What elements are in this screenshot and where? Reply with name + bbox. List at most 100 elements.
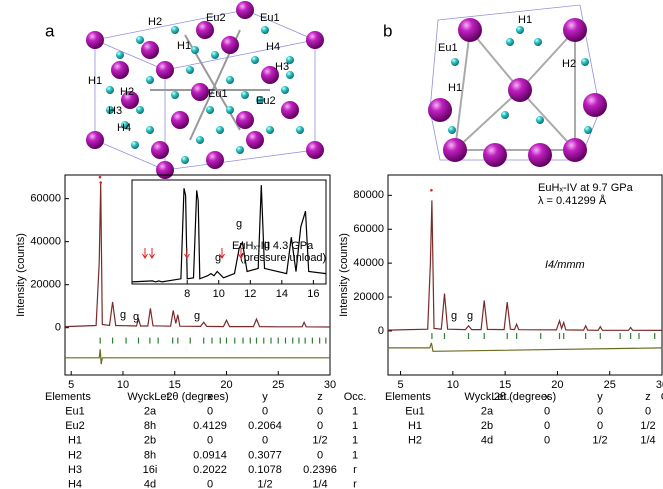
table-cell: H2 (68, 449, 82, 461)
table-cell: 1/4 (312, 479, 327, 489)
data-point (99, 181, 103, 184)
data-point (98, 175, 102, 179)
hydrogen-atom (211, 51, 219, 59)
plot-frame (64, 174, 331, 376)
table-cell: 0 (262, 406, 268, 418)
x-tick-label: 12 (244, 288, 256, 300)
table-cell: 1 (352, 420, 358, 432)
hydrogen-atom (191, 46, 199, 54)
hydrogen-atom (146, 126, 154, 134)
table-header: WyckLet. (464, 391, 509, 403)
arrow-head (149, 253, 155, 259)
hydrogen-atom (451, 58, 459, 66)
table-cell: 0.4129 (193, 420, 227, 432)
x-tick-label: 10 (447, 379, 459, 391)
data-line (64, 183, 331, 328)
table-header: z (317, 391, 323, 403)
europium-atom (508, 78, 532, 102)
x-tick-label: 5 (68, 379, 74, 391)
table-cell: 2a (481, 406, 494, 418)
annotation: g (120, 309, 126, 321)
y-tick-label: 80000 (353, 189, 384, 201)
hydrogen-atom (501, 111, 509, 119)
annotation: g (215, 252, 221, 264)
hydrogen-atom (261, 26, 269, 34)
panel-label: a (45, 21, 55, 40)
x-tick-label: 5 (397, 379, 403, 391)
y-axis-label: Intensity (counts) (15, 233, 27, 317)
europium-atom (221, 36, 239, 54)
table-cell: 0 (207, 479, 213, 489)
atom-label: H2 (148, 16, 162, 28)
europium-atom (583, 93, 607, 117)
europium-atom (563, 18, 587, 42)
plot-frame (131, 179, 327, 285)
hydrogen-atom (584, 126, 592, 134)
x-tick-label: 14 (276, 288, 288, 300)
y-axis-label: Intensity (counts) (338, 233, 350, 317)
table-cell: 16i (143, 464, 158, 476)
hydrogen-atom (226, 106, 234, 114)
table-header: y (262, 391, 268, 403)
table-header: x (544, 391, 550, 403)
y-tick-label: 60000 (353, 223, 384, 235)
europium-atom (121, 91, 139, 109)
table-cell: H1 (408, 420, 422, 432)
europium-atom (156, 61, 174, 79)
structure-b (428, 4, 607, 167)
table-cell: H2 (408, 435, 422, 447)
hydrogen-atom (216, 126, 224, 134)
atom-label: H1 (88, 75, 102, 87)
europium-atom (236, 1, 254, 19)
hydrogen-atom (146, 76, 154, 84)
table-cell: 4d (481, 435, 493, 447)
hydrogen-atom (534, 38, 542, 46)
table-header: Elements (385, 391, 431, 403)
table-cell: H1 (68, 435, 82, 447)
europium-atom (281, 101, 299, 119)
inset-background (132, 180, 326, 284)
table-header: Elements (45, 391, 91, 403)
table-cell: r (353, 479, 357, 489)
atom-label: H4 (266, 41, 280, 53)
table-cell: 1/4 (640, 435, 655, 447)
europium-atom (191, 83, 209, 101)
europium-atom (111, 61, 129, 79)
x-axis-label: 2θ (degrees) (166, 391, 228, 403)
y-tick-label: 20000 (30, 279, 61, 291)
x-axis-label: 2θ (degrees) (494, 391, 556, 403)
hydrogen-atom (281, 86, 289, 94)
atom-label: Eu2 (206, 12, 226, 24)
table-header: WyckLet. (127, 391, 172, 403)
x-tick-label: 25 (604, 379, 616, 391)
table-cell: 0 (317, 449, 323, 461)
arrow-head (219, 253, 225, 259)
chart: 8 10 12 14 16 EuHₓ-III 4.3 GPa(pressure unloa… (131, 179, 327, 300)
table-cell: r (353, 464, 357, 476)
hydrogen-atom (296, 126, 304, 134)
table-cell: 0.3077 (248, 449, 282, 461)
hydrogen-atom (581, 58, 589, 66)
table-cell: H4 (68, 479, 82, 489)
annotation: g (451, 310, 457, 322)
table-cell: 0 (597, 406, 603, 418)
table-cell: 0 (597, 420, 603, 432)
hydrogen-atom (121, 121, 129, 129)
hydrogen-atom (171, 91, 179, 99)
x-tick-label: 15 (169, 379, 181, 391)
structure-a (86, 1, 324, 179)
data-line (387, 200, 663, 331)
hydrogen-atom (106, 86, 114, 94)
table-cell: 0 (207, 435, 213, 447)
panel-label: b (383, 21, 392, 40)
hydrogen-atom (186, 66, 194, 74)
table-cell: 0 (544, 406, 550, 418)
table-cell: 2b (481, 420, 493, 432)
hydrogen-atom (196, 136, 204, 144)
annotation: I4/mmm (545, 259, 585, 271)
data-line (131, 185, 327, 283)
hydrogen-atom (206, 106, 214, 114)
atom-label: Eu2 (256, 95, 276, 107)
hydrogen-atom (536, 116, 544, 124)
